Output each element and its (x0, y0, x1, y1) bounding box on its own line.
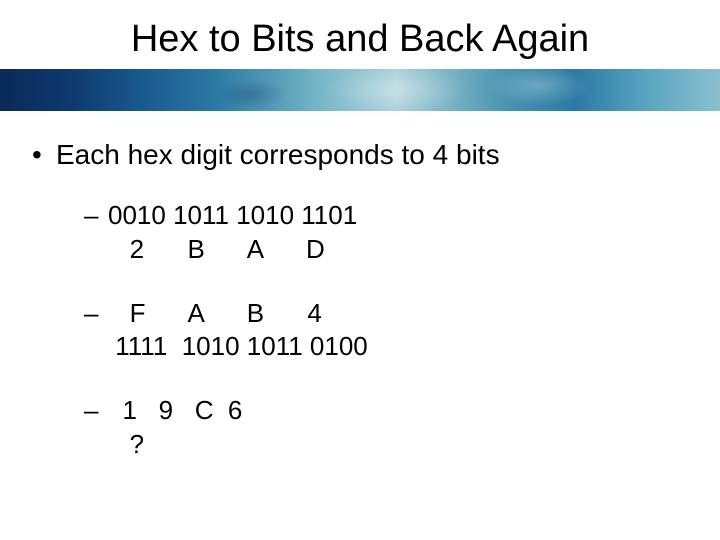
example-1-bits: 0010 1011 1010 1101 (108, 199, 357, 233)
main-bullet: • Each hex digit corresponds to 4 bits (28, 139, 692, 171)
example-2: – F A B 4 1111 1010 1011 0100 (84, 297, 692, 365)
example-3-answer: ? (84, 428, 692, 462)
example-1-hex: 2 B A D (84, 233, 692, 267)
example-3-hex: 1 9 C 6 (108, 394, 242, 428)
dash-marker: – (84, 395, 108, 426)
decorative-banner (0, 69, 720, 111)
bullet-text: Each hex digit corresponds to 4 bits (56, 139, 500, 171)
dash-marker: – (84, 298, 108, 329)
example-2-bits: 1111 1010 1011 0100 (84, 330, 692, 364)
slide-title: Hex to Bits and Back Again (0, 0, 720, 69)
example-1: – 0010 1011 1010 1101 2 B A D (84, 199, 692, 267)
example-3: – 1 9 C 6 ? (84, 394, 692, 462)
example-2-hex: F A B 4 (108, 297, 322, 331)
bullet-marker: • (28, 139, 56, 171)
dash-marker: – (84, 200, 108, 231)
slide-content: • Each hex digit corresponds to 4 bits –… (0, 111, 720, 462)
